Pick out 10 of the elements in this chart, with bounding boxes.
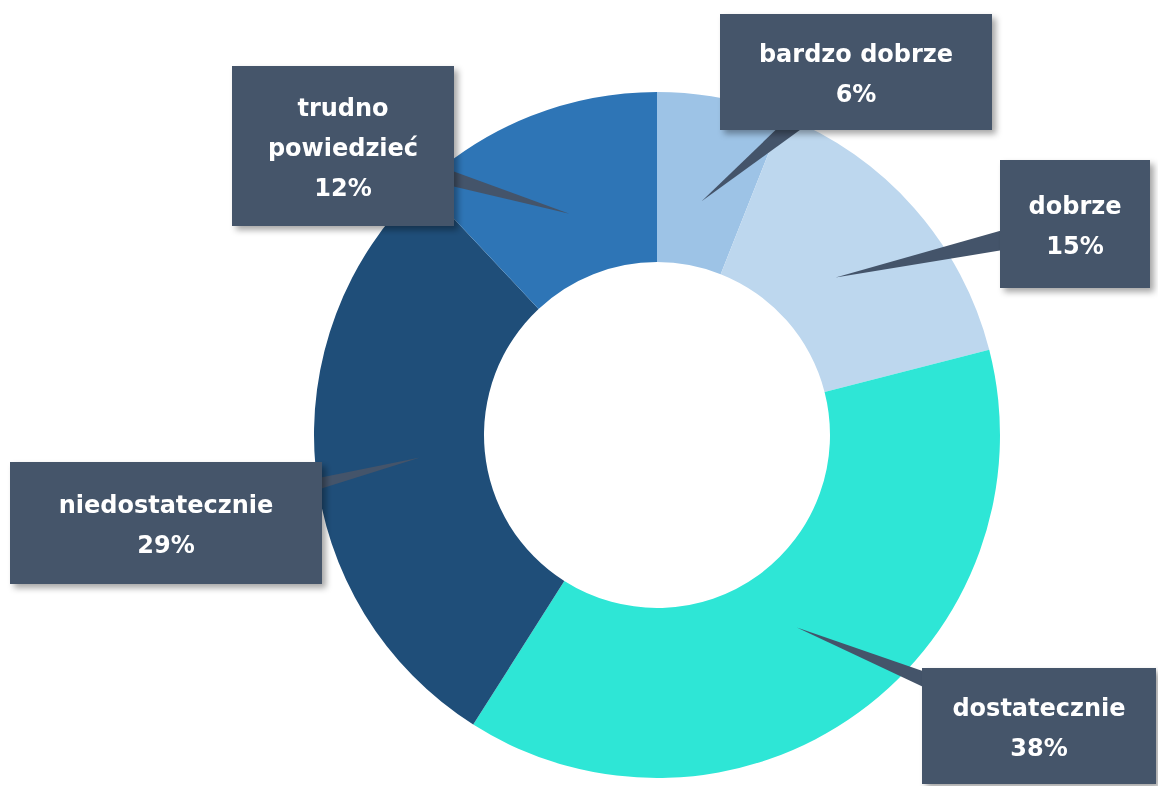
data-label: 6% — [835, 80, 877, 108]
data-label: 38% — [1010, 734, 1068, 762]
slice-label: dobrze — [1028, 192, 1122, 220]
slice-label: niedostatecznie — [58, 491, 274, 519]
data-label: 15% — [1046, 232, 1104, 260]
slice-label: trudno powiedzieć — [267, 94, 419, 162]
slice-label: dostatecznie — [952, 694, 1126, 722]
slice-label: bardzo dobrze — [758, 40, 954, 68]
data-label: 29% — [137, 531, 195, 559]
data-label: 12% — [314, 174, 372, 202]
